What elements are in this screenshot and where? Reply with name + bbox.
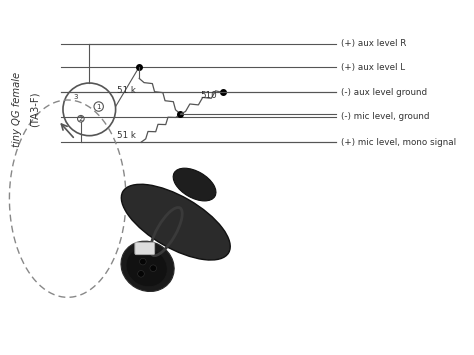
Text: (-) mic level, ground: (-) mic level, ground — [341, 113, 430, 121]
Text: 510: 510 — [201, 91, 218, 100]
Text: 1: 1 — [96, 104, 101, 110]
Text: 51 k: 51 k — [118, 86, 137, 95]
FancyBboxPatch shape — [135, 242, 155, 255]
Text: 2: 2 — [79, 116, 83, 122]
Ellipse shape — [121, 184, 230, 260]
Circle shape — [139, 258, 146, 265]
Text: (+) aux level R: (+) aux level R — [341, 39, 407, 48]
Circle shape — [138, 271, 144, 277]
Text: (-) aux level ground: (-) aux level ground — [341, 88, 428, 97]
Text: tiny QG female: tiny QG female — [12, 72, 22, 147]
Ellipse shape — [121, 241, 174, 291]
Circle shape — [150, 265, 156, 272]
Text: (+) aux level L: (+) aux level L — [341, 62, 405, 72]
Text: (+) mic level, mono signal: (+) mic level, mono signal — [341, 138, 456, 147]
Text: (TA3-F): (TA3-F) — [30, 92, 40, 127]
Text: 3: 3 — [74, 94, 78, 100]
Ellipse shape — [173, 168, 216, 201]
Text: 51 k: 51 k — [118, 131, 137, 140]
Ellipse shape — [126, 248, 167, 287]
